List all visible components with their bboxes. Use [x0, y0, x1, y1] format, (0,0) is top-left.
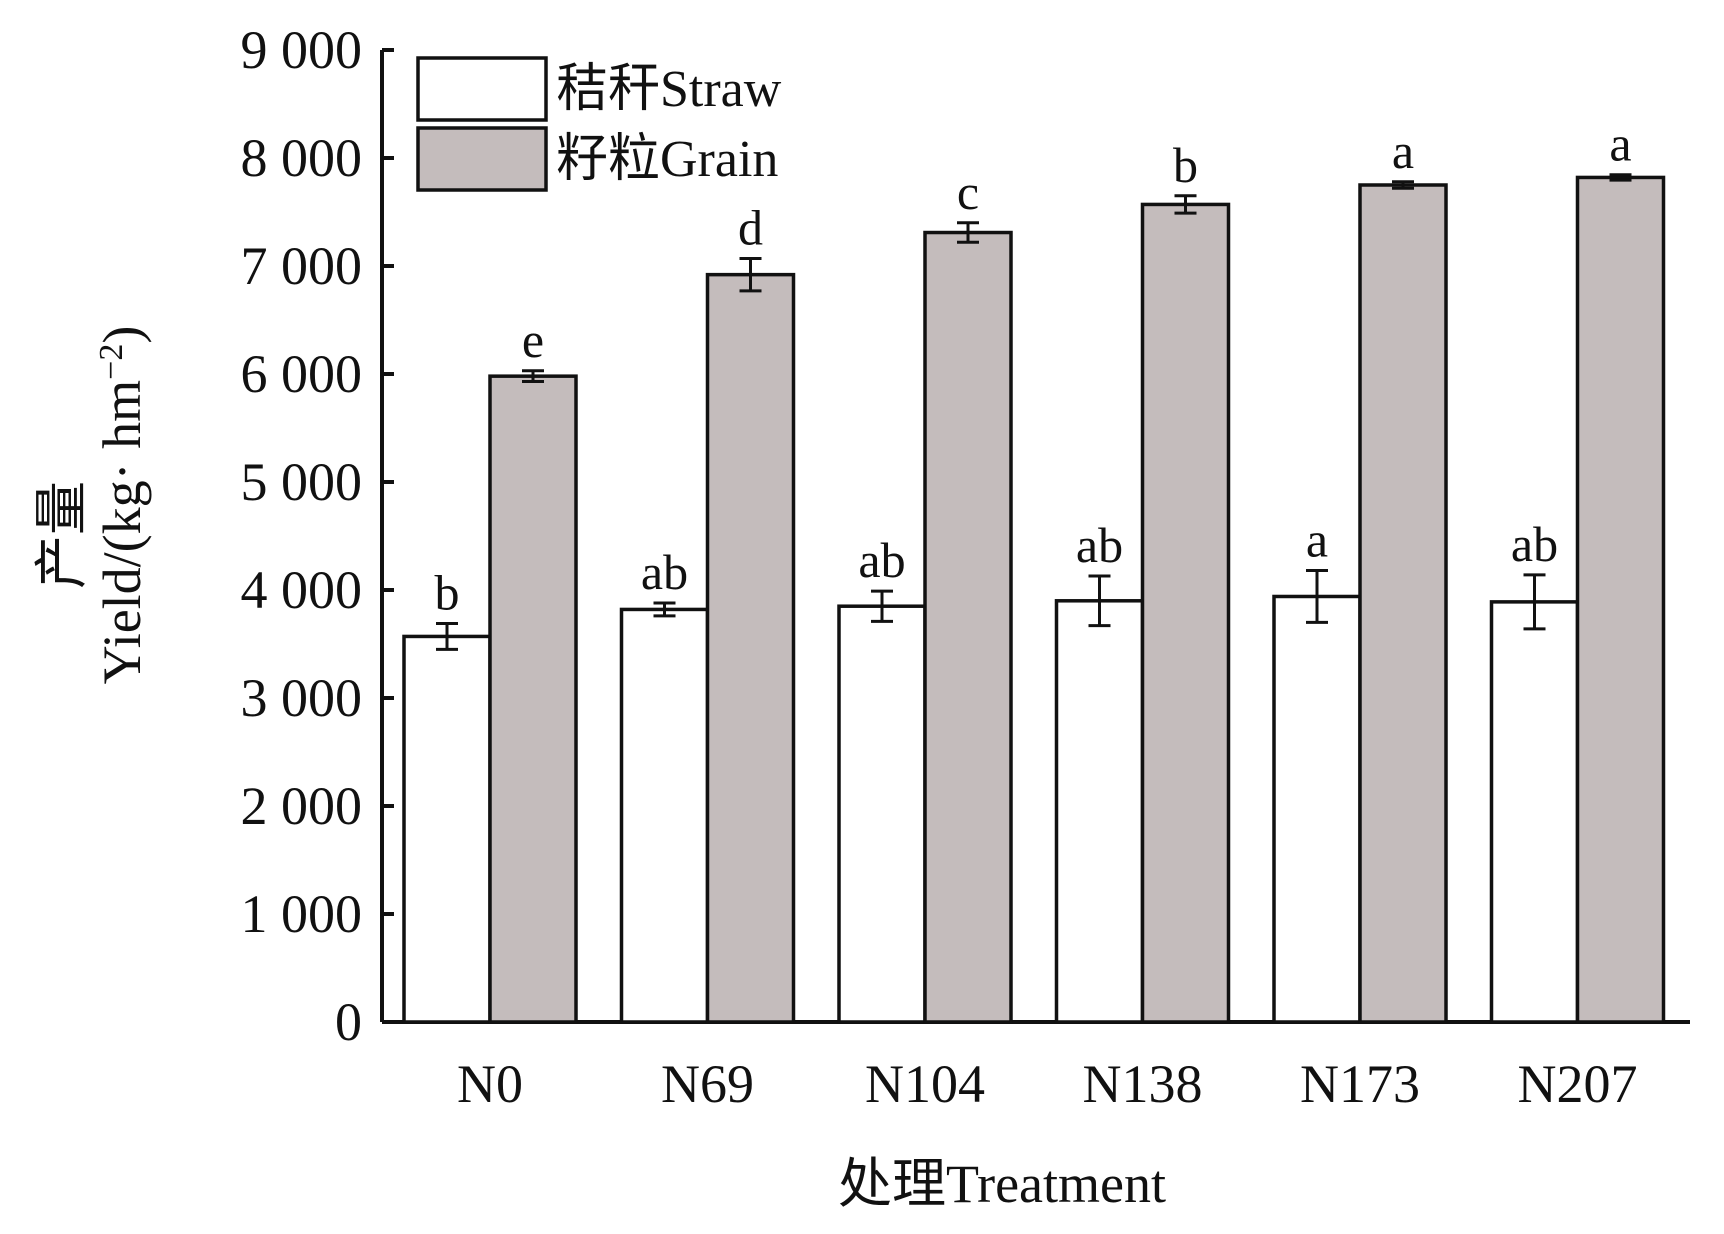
labels: b e N0 ab d N69 ab c N104 ab b N138 a a N173 ab a N207 处理T… — [32, 116, 1638, 1214]
axes: 0 1 000 2 000 3 000 4 000 5 000 6 000 7 000 8 00… — [241, 20, 1690, 1052]
y-tick-label: 4 000 — [241, 560, 363, 620]
significance-letter: a — [1609, 116, 1631, 172]
significance-letter: b — [1173, 137, 1198, 193]
bar-grain-n173 — [1358, 183, 1448, 1024]
y-tick-label: 5 000 — [241, 452, 363, 512]
significance-letter: ab — [1076, 517, 1123, 573]
y-tick-label: 3 000 — [241, 668, 363, 728]
significance-letter: b — [435, 564, 460, 620]
bar-straw-n69 — [619, 607, 710, 1024]
x-axis-title: 处理Treatment — [838, 1154, 1166, 1214]
x-tick-label: N138 — [1083, 1054, 1203, 1114]
y-tick-label: 2 000 — [241, 776, 363, 836]
significance-letter: ab — [641, 544, 688, 600]
y-tick-label: 1 000 — [241, 884, 363, 944]
y-tick-label: 8 000 — [241, 128, 363, 188]
significance-letter: a — [1392, 123, 1414, 179]
legend-swatch-grain — [416, 126, 548, 192]
y-tick-label: 0 — [335, 992, 362, 1052]
legend-label-straw: 秸秆Straw — [556, 61, 782, 118]
legend-swatch-straw — [416, 56, 548, 122]
significance-letter: c — [957, 164, 979, 220]
y-axis-title-close: ) — [92, 326, 152, 344]
bar-grain-n138 — [1140, 202, 1231, 1024]
y-tick-label: 9 000 — [241, 20, 363, 80]
y-axis-title-en: Yield/(kg· hm−2) — [92, 326, 152, 685]
legend: 秸秆Straw 籽粒Grain — [416, 56, 782, 192]
x-tick-label: N173 — [1300, 1054, 1420, 1114]
bar-straw-n138 — [1054, 599, 1145, 1024]
y-axis-title-cn: 产量 — [32, 481, 92, 589]
x-tick-label: N69 — [661, 1054, 754, 1114]
bar-grain-n69 — [705, 272, 796, 1024]
bar-straw-n173 — [1272, 594, 1362, 1024]
bar-grain-n207 — [1575, 175, 1666, 1024]
bar-grain-n104 — [923, 230, 1013, 1024]
x-tick-label: N104 — [865, 1054, 985, 1114]
y-tick-label: 7 000 — [241, 236, 363, 296]
y-axis-title-superscript: −2 — [93, 344, 130, 380]
significance-letter: ab — [858, 532, 905, 588]
bar-straw-n104 — [837, 604, 927, 1024]
x-tick-label: N207 — [1518, 1054, 1638, 1114]
significance-letter: d — [738, 199, 763, 255]
significance-letter: ab — [1511, 516, 1558, 572]
bar-straw-n207 — [1489, 600, 1580, 1024]
significance-letter: e — [522, 312, 544, 368]
y-tick-label: 6 000 — [241, 344, 363, 404]
legend-label-grain: 籽粒Grain — [556, 131, 778, 188]
y-axis-title-unit: Yield/(kg· hm — [92, 380, 152, 684]
x-tick-label: N0 — [457, 1054, 523, 1114]
bar-grain-n0 — [488, 374, 578, 1024]
bar-straw-n0 — [402, 634, 492, 1024]
bars — [402, 173, 1666, 1024]
significance-letter: a — [1306, 512, 1328, 568]
